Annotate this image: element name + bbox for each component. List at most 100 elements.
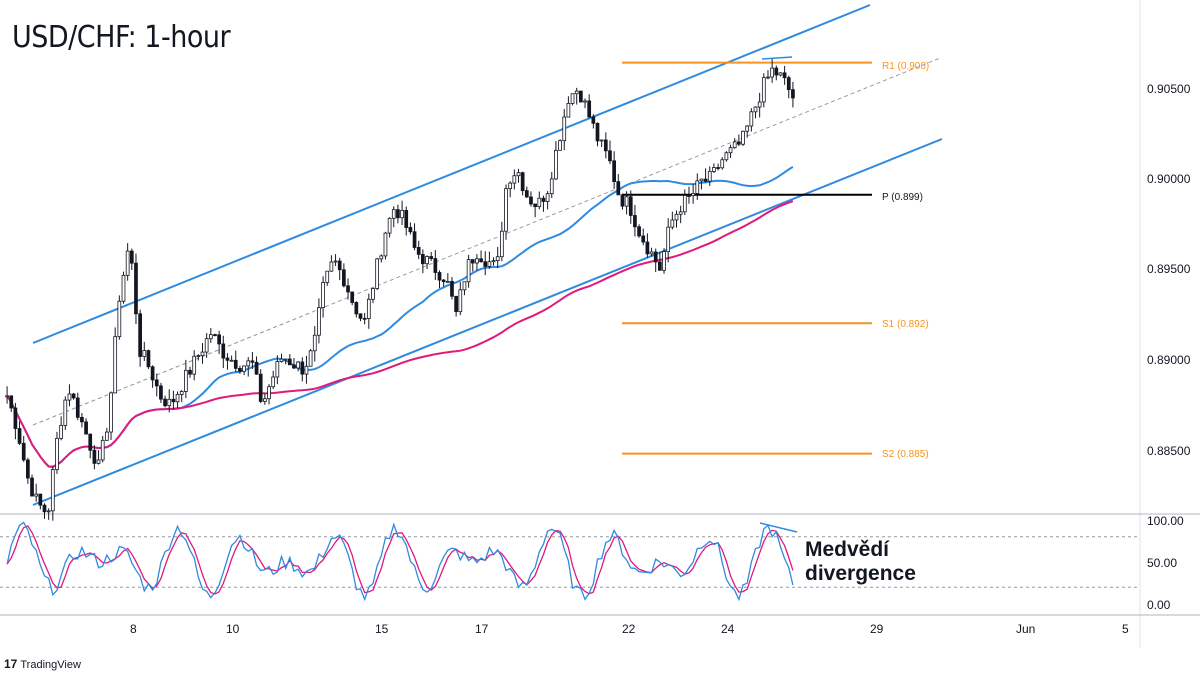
candle-body [321, 282, 325, 309]
candle-body [105, 431, 109, 441]
candle-body [354, 302, 359, 315]
candle-body [483, 261, 488, 267]
candle-body [454, 295, 458, 313]
candle-body [9, 395, 14, 409]
candle-body [46, 510, 51, 513]
candle-body [5, 395, 9, 398]
candle-body [637, 226, 641, 237]
candle-body [616, 181, 621, 196]
candle-body [707, 171, 712, 182]
candle-body [50, 469, 55, 512]
candle-body [429, 256, 434, 259]
level-label-s2: S2 (0.885) [882, 449, 929, 460]
candle-body [329, 261, 334, 272]
candle-body [371, 288, 375, 300]
candle-body [583, 100, 587, 103]
candle-body [516, 172, 521, 177]
candle-body [678, 211, 683, 215]
candle-body [287, 358, 292, 366]
price-tick: 0.89000 [1147, 353, 1191, 367]
time-tick: 24 [721, 622, 735, 636]
candle-body [109, 392, 113, 433]
price-tick: 0.88500 [1147, 444, 1191, 458]
candle-body [475, 258, 479, 264]
candle-body [396, 209, 400, 219]
time-tick: 17 [475, 622, 489, 636]
candle-body [21, 442, 26, 461]
candle-body [786, 77, 791, 91]
candle-body [524, 190, 529, 198]
moving-average-slow [6, 200, 794, 468]
candle-body [325, 270, 330, 283]
candle-body [712, 167, 716, 172]
candle-body [778, 72, 783, 76]
candle-body [753, 106, 758, 113]
candle-body [658, 261, 662, 271]
stochastic-pane [0, 521, 1140, 602]
candle-body [608, 150, 612, 162]
candle-body [80, 416, 84, 423]
candle-body [267, 386, 271, 400]
candle-body [117, 300, 122, 338]
candle-body [358, 313, 363, 319]
annotation-line-1: Medvědí [805, 538, 890, 561]
candle-body [703, 178, 708, 182]
candle-body [292, 364, 296, 369]
candle-body [624, 196, 629, 207]
candle-body [633, 215, 637, 228]
candle-body [433, 258, 438, 273]
candle-body [500, 230, 504, 258]
candle-body [317, 307, 321, 336]
candle-body [520, 172, 525, 192]
candle-body [246, 360, 251, 367]
tradingview-logo-icon: 17 [4, 657, 18, 671]
candle-body [337, 260, 342, 271]
candle-body [687, 195, 691, 197]
candle-body [653, 251, 658, 263]
time-tick: 15 [375, 622, 389, 636]
time-tick: 10 [226, 622, 240, 636]
candle-body [159, 385, 163, 400]
candle-body [450, 280, 454, 297]
candle-body [208, 334, 213, 340]
annotation-line-2: divergence [805, 562, 916, 585]
candle-body [125, 250, 130, 276]
candle-body [67, 393, 72, 401]
candle-body [167, 398, 172, 407]
candle-body [238, 367, 242, 372]
channel-lower-line [32, 138, 943, 506]
candle-body [242, 365, 246, 372]
candle-body [300, 361, 305, 375]
candle-body [154, 379, 159, 387]
candle-body [408, 227, 413, 233]
candle-body [437, 272, 442, 281]
candle-body [529, 196, 533, 205]
stoch-tick: 0.00 [1147, 598, 1171, 612]
candle-body [333, 260, 338, 263]
candle-body [599, 139, 604, 142]
candle-body [204, 338, 209, 353]
candle-body [308, 350, 313, 367]
candle-body [666, 226, 671, 252]
candle-body [720, 159, 725, 169]
level-label-pivot: P (0.899) [882, 192, 923, 203]
candle-body [171, 398, 176, 403]
candle-body [562, 116, 567, 142]
candle-body [766, 76, 770, 79]
candle-body [233, 359, 238, 369]
candle-body [275, 361, 280, 378]
candle-body [404, 209, 409, 228]
candle-body [225, 357, 230, 361]
candle-body [570, 93, 575, 104]
candle-body [312, 334, 317, 352]
candle-body [716, 167, 720, 169]
candle-body [263, 398, 267, 402]
candle-body [55, 437, 59, 470]
candle-body [296, 361, 300, 369]
candle-body [188, 369, 192, 375]
tradingview-brand[interactable]: 17 TradingView [4, 657, 81, 671]
candle-body [96, 459, 101, 464]
channel-upper-line [32, 4, 871, 344]
candle-body [774, 67, 779, 76]
